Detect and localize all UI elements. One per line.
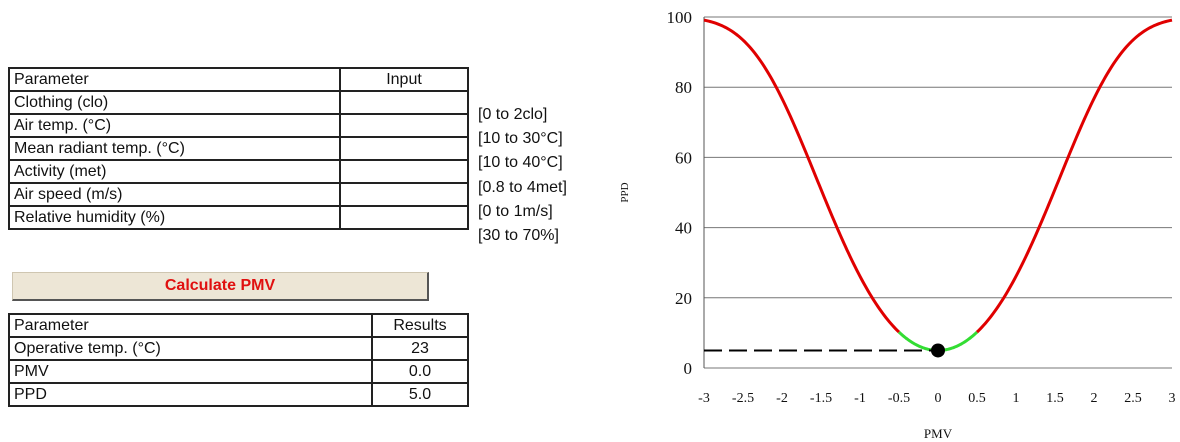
air-speed-label: Air speed (m/s) xyxy=(8,182,341,207)
ppd-pmv-chart: 0 20 40 60 80 100 -3 -2.5 -2 -1.5 -1 -0.5 0 0.5 1 1.5 2… xyxy=(619,8,1176,441)
result-row-operative-temp: Operative temp. (°C) 23 xyxy=(8,336,469,361)
air-temp-label: Air temp. (°C) xyxy=(8,113,341,138)
x-tick-label: 1 xyxy=(1013,391,1020,406)
y-tick-label: 80 xyxy=(675,78,692,97)
relative-humidity-label: Relative humidity (%) xyxy=(8,205,341,230)
input-row-relative-humidity: Relative humidity (%) xyxy=(8,205,469,230)
x-tick-label: -0.5 xyxy=(888,391,910,406)
clothing-label: Clothing (clo) xyxy=(8,90,341,115)
x-tick-label: -2.5 xyxy=(732,391,754,406)
activity-range: [0.8 to 4met] xyxy=(478,179,567,196)
ppd-value: 5.0 xyxy=(371,382,469,407)
relative-humidity-input[interactable] xyxy=(339,205,469,230)
x-tick-label: 2.5 xyxy=(1124,391,1142,406)
y-tick-label: 20 xyxy=(675,289,692,308)
input-table: Parameter Input Clothing (clo) Air temp.… xyxy=(8,67,469,230)
input-row-activity: Activity (met) xyxy=(8,159,469,184)
air-speed-range: [0 to 1m/s] xyxy=(478,203,553,220)
y-tick-label: 40 xyxy=(675,219,692,238)
result-table: Parameter Results Operative temp. (°C) 2… xyxy=(8,313,469,407)
result-row-pmv: PMV 0.0 xyxy=(8,359,469,384)
y-tick-labels: 0 20 40 60 80 100 xyxy=(667,8,693,378)
result-table-header: Parameter Results xyxy=(8,313,469,338)
operative-temp-value: 23 xyxy=(371,336,469,361)
y-tick-label: 0 xyxy=(684,359,693,378)
operative-temp-label: Operative temp. (°C) xyxy=(8,336,373,361)
mean-radiant-temp-range: [10 to 40°C] xyxy=(478,154,563,171)
x-tick-label: -3 xyxy=(698,391,710,406)
x-tick-label: -2 xyxy=(776,391,788,406)
pmv-label: PMV xyxy=(8,359,373,384)
y-tick-label: 100 xyxy=(667,8,693,27)
input-row-air-temp: Air temp. (°C) xyxy=(8,113,469,138)
ppd-curve-right-segment xyxy=(975,18,1173,334)
x-tick-label: 1.5 xyxy=(1046,391,1064,406)
activity-input[interactable] xyxy=(339,159,469,184)
x-tick-label: 0.5 xyxy=(968,391,986,406)
x-tick-label: 2 xyxy=(1091,391,1098,406)
x-tick-label: 3 xyxy=(1169,391,1176,406)
activity-label: Activity (met) xyxy=(8,159,341,184)
calculate-pmv-button[interactable]: Calculate PMV xyxy=(12,272,429,301)
y-axis-label: PPD xyxy=(619,182,631,202)
input-table-header: Parameter Input xyxy=(8,67,469,92)
x-tick-labels: -3 -2.5 -2 -1.5 -1 -0.5 0 0.5 1 1.5 2 2.5 3 xyxy=(698,391,1175,406)
x-tick-label: -1.5 xyxy=(810,391,832,406)
x-tick-label: 0 xyxy=(935,391,942,406)
chart-gridlines xyxy=(704,16,1172,369)
input-header: Input xyxy=(339,67,469,92)
mean-radiant-temp-label: Mean radiant temp. (°C) xyxy=(8,136,341,161)
ppd-curve-left-segment xyxy=(703,18,901,334)
input-row-air-speed: Air speed (m/s) xyxy=(8,182,469,207)
air-speed-input[interactable] xyxy=(339,182,469,207)
x-axis-label: PMV xyxy=(924,426,953,441)
y-tick-label: 60 xyxy=(675,148,692,167)
ppd-label: PPD xyxy=(8,382,373,407)
pmv-value: 0.0 xyxy=(371,359,469,384)
mean-radiant-temp-input[interactable] xyxy=(339,136,469,161)
parameter-header: Parameter xyxy=(8,67,341,92)
parameter-header: Parameter xyxy=(8,313,373,338)
input-row-clothing: Clothing (clo) xyxy=(8,90,469,115)
result-row-ppd: PPD 5.0 xyxy=(8,382,469,407)
relative-humidity-range: [30 to 70%] xyxy=(478,227,559,244)
clothing-input[interactable] xyxy=(339,90,469,115)
results-header: Results xyxy=(371,313,469,338)
x-tick-label: -1 xyxy=(854,391,866,406)
input-row-mean-radiant-temp: Mean radiant temp. (°C) xyxy=(8,136,469,161)
clothing-range: [0 to 2clo] xyxy=(478,106,548,123)
current-point-marker xyxy=(931,343,945,358)
air-temp-range: [10 to 30°C] xyxy=(478,130,563,147)
air-temp-input[interactable] xyxy=(339,113,469,138)
